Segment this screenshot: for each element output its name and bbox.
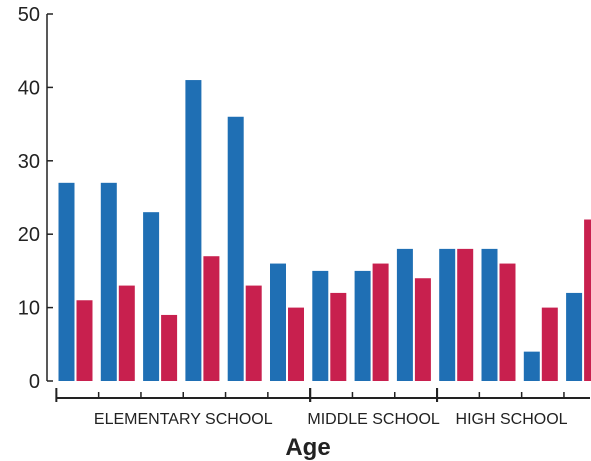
group-label: HIGH SCHOOL bbox=[456, 411, 568, 428]
bar-series-1-cat-6 bbox=[270, 263, 286, 381]
bars bbox=[58, 80, 591, 381]
bar-series-2-cat-7 bbox=[330, 292, 347, 381]
bar-series-1-cat-5 bbox=[227, 116, 244, 381]
bar-series-2-cat-12 bbox=[541, 307, 558, 381]
bar-series-1-cat-7 bbox=[312, 270, 329, 381]
bar-series-1-cat-10 bbox=[439, 248, 456, 381]
x-axis-title: Age bbox=[285, 434, 330, 461]
bar-series-1-cat-8 bbox=[354, 270, 371, 381]
y-tick-label: 40 bbox=[18, 77, 40, 99]
bar-series-1-cat-4 bbox=[185, 80, 202, 381]
bar-series-2-cat-11 bbox=[499, 263, 516, 381]
y-tick-label: 0 bbox=[29, 371, 40, 393]
bar-series-2-cat-4 bbox=[203, 256, 220, 381]
group-label: ELEMENTARY SCHOOL bbox=[94, 411, 273, 428]
bar-series-2-cat-1 bbox=[76, 300, 93, 381]
group-brackets: ELEMENTARY SCHOOL MIDDLE SCHOOL HIGH SCHOO… bbox=[55, 388, 568, 428]
y-tick-label: 50 bbox=[18, 4, 40, 26]
x-axis bbox=[55, 392, 590, 399]
bar-series-1-cat-13 bbox=[566, 292, 583, 381]
bar-series-2-cat-10 bbox=[457, 248, 474, 381]
y-tick-label: 30 bbox=[18, 151, 40, 173]
bar-series-1-cat-2 bbox=[100, 182, 117, 381]
bar-series-2-cat-8 bbox=[372, 263, 389, 381]
bar-series-2-cat-9 bbox=[414, 278, 431, 381]
y-tick-label: 10 bbox=[18, 298, 40, 320]
bar-series-1-cat-12 bbox=[523, 351, 540, 381]
group-label: MIDDLE SCHOOL bbox=[307, 411, 440, 428]
bar-series-1-cat-11 bbox=[481, 248, 498, 381]
bar-series-1-cat-9 bbox=[396, 248, 413, 381]
bar-series-2-cat-6 bbox=[288, 307, 304, 381]
bar-series-1-cat-3 bbox=[143, 212, 160, 381]
bar-series-1-cat-1 bbox=[58, 182, 75, 381]
y-tick-label: 20 bbox=[18, 224, 40, 246]
bar-series-2-cat-5 bbox=[245, 285, 262, 381]
bar-series-2-cat-13 bbox=[584, 219, 591, 381]
bar-series-2-cat-2 bbox=[118, 285, 135, 381]
y-axis: 0 10 20 30 40 50 bbox=[18, 4, 53, 393]
bar-series-2-cat-3 bbox=[161, 314, 178, 381]
